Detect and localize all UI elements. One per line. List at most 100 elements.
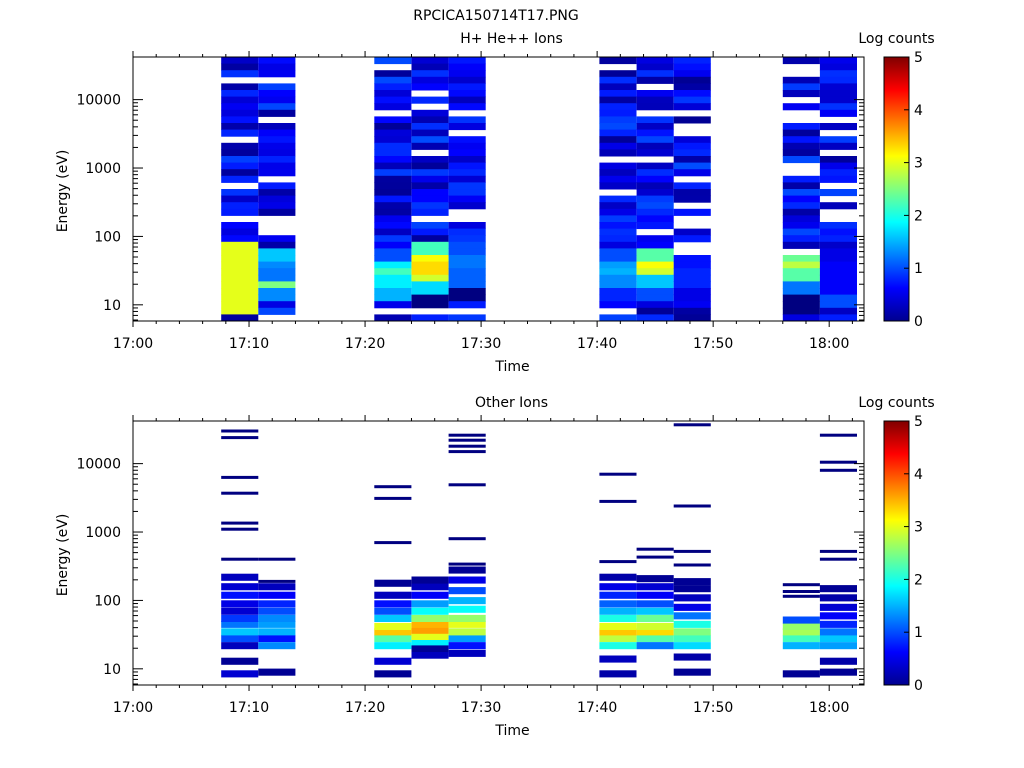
spectrogram-cell	[374, 255, 412, 263]
spectrogram-cell	[782, 301, 820, 309]
spectrogram-cell	[374, 222, 412, 230]
spectrogram-cell	[258, 149, 296, 157]
spectrogram-cell	[258, 169, 296, 177]
spectrogram-cell	[782, 76, 820, 84]
spectrogram-cell	[782, 149, 820, 157]
spectrogram-cell	[599, 268, 637, 276]
spectrogram-line	[673, 549, 711, 553]
spectrogram-cell	[374, 162, 412, 170]
spectrogram-cell	[221, 573, 259, 581]
spectrogram-cell	[411, 255, 449, 263]
spectrogram-cell	[636, 314, 674, 322]
spectrogram-cell	[819, 202, 857, 210]
spectrogram-cell	[374, 129, 412, 137]
spectrogram-cell	[258, 202, 296, 210]
spectrogram-cell	[673, 136, 711, 144]
spectrogram-cell	[599, 281, 637, 289]
spectrogram-line	[448, 562, 486, 566]
spectrogram-cell	[411, 142, 449, 150]
spectrogram-cell	[673, 288, 711, 296]
spectrogram-cell	[599, 241, 637, 249]
spectrogram-cell	[819, 634, 857, 642]
spectrogram-cell	[599, 301, 637, 309]
spectrogram-cell	[258, 307, 296, 315]
x-tick-label: 17:20	[345, 700, 385, 716]
spectrogram-cell	[819, 162, 857, 170]
spectrogram-cell	[374, 175, 412, 183]
spectrogram-cell	[819, 222, 857, 230]
spectrogram-cell	[819, 307, 857, 315]
spectrogram-cell	[411, 644, 449, 652]
colorbar-tick-label: 2	[914, 208, 923, 224]
spectrogram-cell	[448, 235, 486, 243]
spectrogram-cell	[448, 255, 486, 263]
y-tick-label: 1000	[85, 525, 121, 541]
x-tick-label: 17:30	[461, 700, 501, 716]
spectrogram-cell	[374, 195, 412, 203]
spectrogram-line	[819, 468, 857, 472]
spectrogram-cell	[448, 649, 486, 657]
spectrogram-cell	[819, 255, 857, 263]
colorbar-tick-label: 0	[914, 678, 923, 694]
colorbar	[883, 420, 910, 686]
spectrogram-cell	[411, 169, 449, 177]
colorbar-tick-label: 2	[914, 572, 923, 588]
spectrogram-cell	[636, 149, 674, 157]
spectrogram-cell	[673, 162, 711, 170]
spectrogram-cell	[819, 103, 857, 111]
spectrogram-cell	[673, 103, 711, 111]
spectrogram-cell	[258, 583, 296, 591]
spectrogram-cell	[636, 169, 674, 177]
spectrogram-cell	[673, 301, 711, 309]
colorbar-tick-label: 1	[914, 625, 923, 641]
spectrogram-cell	[258, 235, 296, 243]
spectrogram-cell	[258, 614, 296, 622]
spectrogram-cell	[636, 274, 674, 282]
spectrogram-cell	[258, 288, 296, 296]
spectrogram-cell	[258, 261, 296, 269]
spectrogram-cell	[374, 182, 412, 190]
spectrogram-cell	[411, 76, 449, 84]
spectrogram-cell	[411, 281, 449, 289]
spectrogram-cell	[374, 628, 412, 636]
spectrogram-cell	[673, 628, 711, 636]
spectrogram-cell	[448, 248, 486, 256]
spectrogram-cell	[221, 261, 259, 269]
spectrogram-cell	[636, 307, 674, 315]
spectrogram-cell	[819, 169, 857, 177]
spectrogram-cell	[448, 175, 486, 183]
spectrogram-cell	[782, 314, 820, 322]
spectrogram-cell	[673, 76, 711, 84]
spectrogram-cell	[411, 116, 449, 124]
spectrogram-cell	[636, 261, 674, 269]
spectrogram-cell	[258, 281, 296, 289]
spectrogram-line	[636, 555, 674, 559]
spectrogram-cell	[374, 301, 412, 309]
spectrogram-line	[673, 504, 711, 508]
spectrogram-cell	[819, 301, 857, 309]
spectrogram-cell	[221, 96, 259, 104]
spectrogram-cell	[221, 670, 259, 678]
spectrogram-cell	[448, 70, 486, 78]
spectrogram-cell	[599, 288, 637, 296]
spectrogram-cell	[636, 70, 674, 78]
y-tick-label: 10000	[76, 93, 121, 109]
spectrogram-cell	[599, 248, 637, 256]
spectrogram-cell	[782, 628, 820, 636]
spectrogram-cell	[819, 585, 857, 593]
spectrogram-cell	[374, 314, 412, 322]
spectrogram-cell	[448, 149, 486, 157]
spectrogram-cell	[673, 235, 711, 243]
spectrogram-line	[673, 423, 711, 427]
spectrogram-cell	[599, 294, 637, 302]
spectrogram-cell	[411, 70, 449, 78]
spectrogram-line	[221, 436, 259, 440]
spectrogram-line	[636, 547, 674, 551]
x-tick-label: 17:00	[113, 700, 153, 716]
spectrogram-cell	[374, 215, 412, 223]
spectrogram-cell	[782, 195, 820, 203]
spectrogram-cell	[374, 261, 412, 269]
spectrogram-cell	[819, 281, 857, 289]
panel-h-he-ions: 17:00 17:10 17:20 17:30 17:40 17:50 18:0010100…	[55, 31, 935, 375]
spectrogram-cell	[782, 281, 820, 289]
